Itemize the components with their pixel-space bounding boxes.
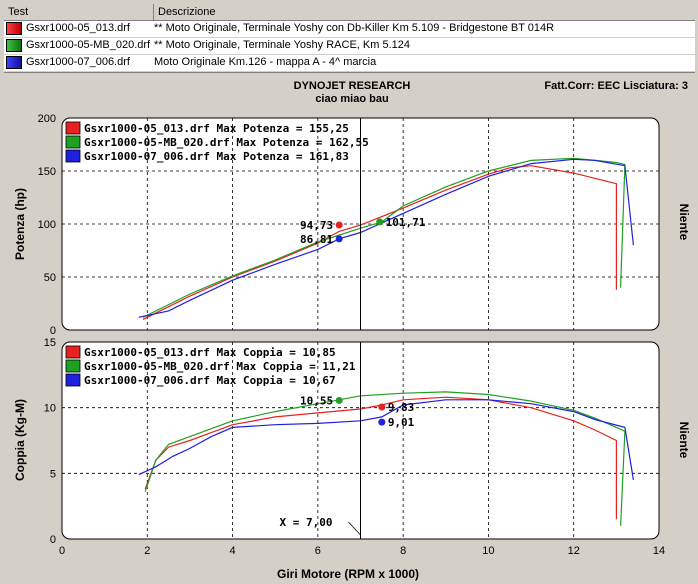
- x-tick-label: 8: [400, 545, 406, 557]
- cursor-marker: [378, 403, 386, 411]
- x-tick-label: 4: [230, 545, 236, 557]
- cursor-marker: [378, 418, 386, 426]
- cursor-marker: [335, 235, 343, 243]
- marker-value-label: 10,55: [300, 394, 333, 407]
- legend-entry: Gsxr1000-05_013.drf Max Coppia = 10,85: [84, 346, 336, 359]
- cursor-marker: [335, 396, 343, 404]
- x-axis-label: Giri Motore (RPM x 1000): [277, 567, 419, 581]
- file-description: Moto Originale Km.126 - mappa A - 4^ mar…: [154, 56, 377, 68]
- correction-info: Fatt.Corr: EEC Lisciatura: 3: [544, 80, 688, 92]
- file-name: Gsxr1000-05_013.drf: [26, 22, 130, 34]
- marker-value-label: 101,71: [386, 216, 426, 229]
- y-tick-label: 50: [44, 272, 56, 284]
- legend-entry: Gsxr1000-07_006.drf Max Potenza = 161,83: [84, 150, 349, 163]
- cursor-pointer: [348, 521, 361, 536]
- column-description[interactable]: Descrizione: [158, 6, 216, 18]
- legend-entry: Gsxr1000-05_013.drf Max Potenza = 155,25: [84, 122, 349, 135]
- marker-value-label: 9,83: [388, 401, 415, 414]
- y-tick-label: 0: [50, 534, 56, 546]
- power-right-label: Niente: [677, 204, 691, 241]
- x-tick-label: 6: [315, 545, 321, 557]
- file-row[interactable]: Gsxr1000-05-MB_020.drf ** Moto Originale…: [4, 38, 695, 54]
- file-row[interactable]: Gsxr1000-07_006.drf Moto Originale Km.12…: [4, 55, 695, 71]
- series-line: [144, 396, 618, 520]
- y-tick-label: 150: [38, 166, 56, 178]
- legend-swatch: [65, 359, 81, 373]
- color-swatch-blue: [6, 56, 22, 69]
- x-tick-label: 2: [144, 545, 150, 557]
- file-name: Gsxr1000-07_006.drf: [26, 56, 130, 68]
- legend-entry: Gsxr1000-05-MB_020.drf Max Coppia = 11,2…: [84, 360, 356, 373]
- legend-swatch: [65, 135, 81, 149]
- y-tick-label: 0: [50, 325, 56, 337]
- chart-subtitle: ciao miao bau: [315, 93, 388, 105]
- marker-value-label: 9,01: [388, 416, 415, 429]
- legend-swatch: [65, 345, 81, 359]
- x-tick-label: 14: [653, 545, 665, 557]
- column-separator[interactable]: [153, 4, 154, 20]
- x-tick-label: 10: [482, 545, 494, 557]
- y-tick-label: 15: [44, 337, 56, 349]
- brand-title: DYNOJET RESEARCH: [294, 80, 411, 92]
- marker-value-label: 86,81: [300, 233, 333, 246]
- y-tick-label: 100: [38, 219, 56, 231]
- torque-axis-label: Coppia (Kg-M): [13, 399, 27, 481]
- power-axis-label: Potenza (hp): [13, 188, 27, 260]
- file-row[interactable]: Gsxr1000-05_013.drf ** Moto Originale, T…: [4, 21, 695, 37]
- color-swatch-red: [6, 22, 22, 35]
- cursor-value-label: X = 7,00: [280, 516, 333, 529]
- cursor-marker: [376, 218, 384, 226]
- x-tick-label: 12: [568, 545, 580, 557]
- marker-value-label: 94,73: [300, 219, 333, 232]
- file-name: Gsxr1000-05-MB_020.drf: [26, 39, 151, 51]
- legend-swatch: [65, 373, 81, 387]
- legend-entry: Gsxr1000-05-MB_020.drf Max Potenza = 162…: [84, 136, 369, 149]
- y-tick-label: 200: [38, 113, 56, 125]
- list-divider: [4, 72, 695, 73]
- file-description: ** Moto Originale, Terminale Yoshy RACE,…: [154, 39, 410, 51]
- legend-swatch: [65, 149, 81, 163]
- x-tick-label: 0: [59, 545, 65, 557]
- series-line: [138, 399, 634, 480]
- cursor-marker: [335, 221, 343, 229]
- y-tick-label: 10: [44, 403, 56, 415]
- file-description: ** Moto Originale, Terminale Yoshy con D…: [154, 22, 555, 34]
- legend-entry: Gsxr1000-07_006.drf Max Coppia = 10,67: [84, 374, 336, 387]
- column-test[interactable]: Test: [8, 6, 29, 18]
- legend-swatch: [65, 121, 81, 135]
- file-list-header: Test Descrizione: [4, 4, 695, 21]
- color-swatch-green: [6, 39, 22, 52]
- torque-right-label: Niente: [677, 422, 691, 459]
- y-tick-label: 5: [50, 468, 56, 480]
- series-line: [142, 165, 618, 320]
